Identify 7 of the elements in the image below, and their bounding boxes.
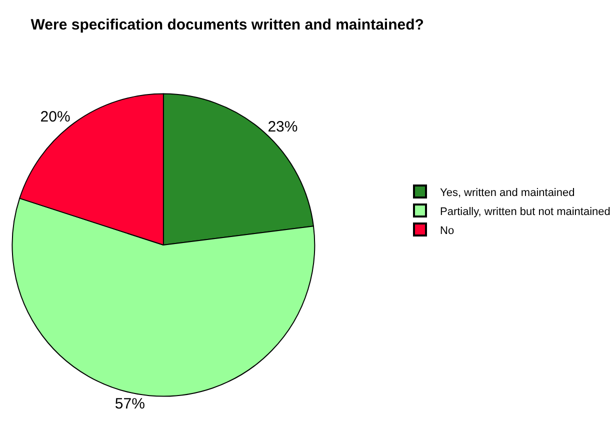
data-label: 57% [114,396,145,412]
data-label: 23% [268,118,298,136]
chart-title: Were specification documents written and maintained? [30,16,424,34]
legend-label: No [440,224,454,237]
data-label: 20% [40,108,70,126]
legend-label: Yes, written and maintained [440,186,575,199]
legend-label: Partially, written but not maintained [440,206,610,218]
